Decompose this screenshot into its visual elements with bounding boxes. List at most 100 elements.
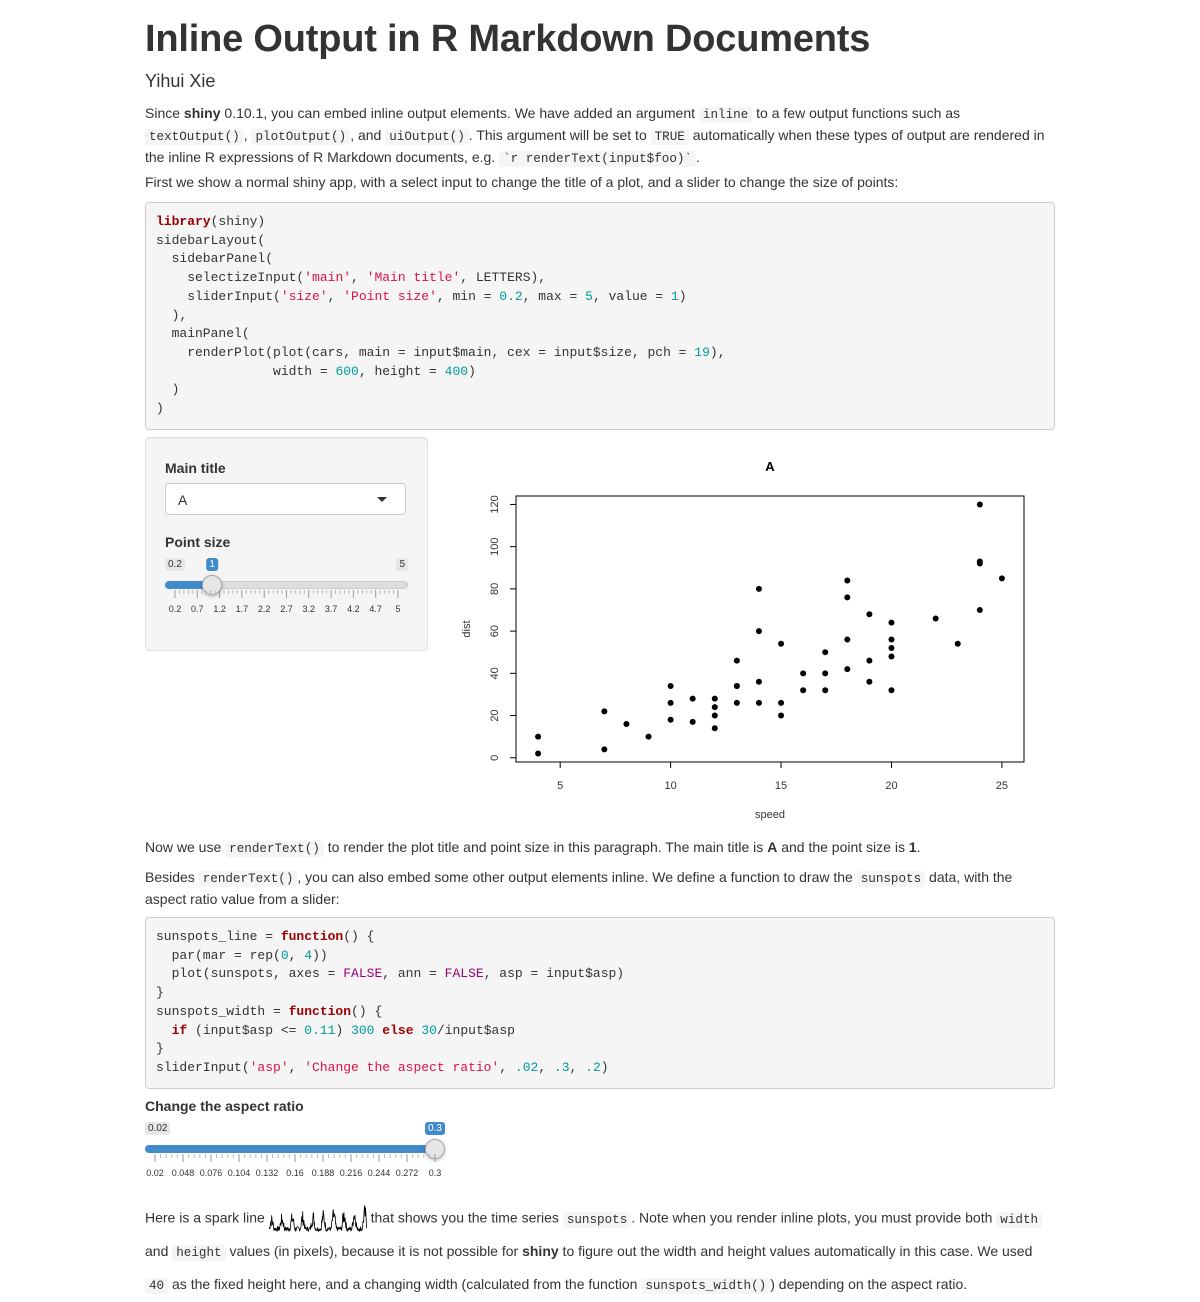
data-point — [645, 733, 652, 740]
data-point — [866, 611, 873, 618]
data-point — [976, 558, 983, 565]
y-tick-label: 80 — [489, 583, 501, 595]
data-point — [998, 575, 1005, 582]
data-point — [844, 594, 851, 601]
cars-scatter-plot: A 5 10 15 20 25 0 20 40 60 80 100 120 speed dist — [461, 459, 1025, 821]
data-point — [755, 628, 762, 635]
data-point — [888, 636, 895, 643]
slider-tick-label: 0.188 — [311, 1168, 335, 1178]
data-point — [711, 704, 718, 711]
data-point — [932, 615, 939, 622]
data-point — [888, 619, 895, 626]
data-point — [844, 577, 851, 584]
slider-tick-label: 0.02 — [146, 1168, 164, 1178]
sidebar-panel: Main title A Point size 0.2 5 1 0.2 0.7 1.… — [145, 437, 428, 651]
slider-min-label: 0.2 — [165, 558, 185, 571]
app-intro-paragraph: First we show a normal shiny app, with a… — [145, 174, 899, 190]
data-point — [689, 695, 696, 702]
slider-tick-label: 2.7 — [280, 604, 293, 614]
data-point — [778, 712, 785, 719]
data-point — [844, 666, 851, 673]
slider-grid — [174, 590, 399, 598]
data-point — [667, 683, 674, 689]
author: Yihui Xie — [145, 71, 216, 91]
slider-tick-label: 0.16 — [286, 1168, 304, 1178]
sunspots-spark-line — [268, 1205, 367, 1233]
slider-tick-label: 5 — [395, 604, 401, 614]
x-tick-label: 20 — [885, 780, 897, 792]
y-tick-label: 60 — [489, 625, 501, 637]
slider-tick-label: 2.2 — [257, 604, 271, 614]
data-point — [844, 636, 851, 643]
slider-tick-label: 1.7 — [235, 604, 249, 614]
slider-tick-label: 0.076 — [199, 1168, 223, 1178]
slider-value-label: 1 — [206, 558, 218, 571]
slider-tick-label: 1.2 — [213, 604, 226, 614]
data-point — [601, 708, 608, 715]
slider-tick-label: 3.7 — [324, 604, 338, 614]
data-point — [976, 607, 983, 613]
data-point — [711, 712, 718, 719]
inline-size-output: 1 — [908, 839, 917, 855]
slider-tick-label: 0.2 — [168, 604, 182, 614]
slider-tick-label: 0.132 — [255, 1168, 279, 1178]
x-tick-label: 15 — [775, 780, 787, 792]
y-tick-label: 20 — [489, 709, 501, 721]
data-point — [800, 687, 807, 694]
code-block-app: library(shiny) sidebarLayout( sidebarPan… — [145, 202, 1055, 430]
data-point — [667, 716, 674, 723]
data-point — [800, 670, 807, 677]
slider-min-label: 0.02 — [145, 1122, 171, 1135]
data-point — [888, 645, 895, 651]
data-point — [755, 699, 762, 706]
slider-tick-label: 4.7 — [369, 604, 382, 614]
point-size-slider[interactable]: 0.2 5 1 0.2 0.7 1.2 1.7 2.2 2.7 3.2 3.7 4.2 4.7 5 — [165, 558, 408, 618]
render-text-paragraph: Now we use renderText() to render the pl… — [145, 839, 921, 857]
slider-tick-label: 3.2 — [302, 604, 316, 614]
data-point — [866, 657, 873, 664]
data-point — [623, 721, 630, 727]
data-point — [601, 746, 608, 753]
data-point — [976, 501, 983, 508]
data-point — [888, 687, 895, 694]
main-title-value: A — [178, 492, 188, 508]
data-point — [689, 718, 696, 725]
slider-bar — [145, 1145, 435, 1153]
x-tick-label: 10 — [664, 780, 676, 792]
intro-paragraph: Since shiny 0.10.1, you can embed inline… — [145, 105, 1045, 167]
page-title: Inline Output in R Markdown Documents — [145, 18, 871, 60]
x-axis-label: speed — [755, 809, 785, 821]
slider-grid — [154, 1154, 436, 1162]
y-tick-label: 0 — [489, 755, 501, 761]
main-title-select[interactable]: A — [165, 483, 406, 515]
slider-tick-label: 4.2 — [347, 604, 360, 614]
data-point — [954, 640, 961, 647]
x-tick-label: 25 — [996, 780, 1008, 792]
slider-tick-label: 0.216 — [339, 1168, 363, 1178]
slider-tick-label: 0.7 — [191, 604, 204, 614]
data-point — [778, 640, 785, 647]
data-point — [822, 687, 829, 694]
slider-tick-label: 0.3 — [428, 1168, 442, 1178]
slider-value-label: 0.3 — [425, 1122, 445, 1135]
code-block-sunspots: sunspots_line = function() { par(mar = r… — [145, 917, 1055, 1089]
data-point — [535, 733, 542, 740]
data-point — [711, 695, 718, 702]
data-point — [888, 653, 895, 660]
plot-frame — [515, 495, 1025, 763]
data-point — [778, 699, 785, 706]
slider-tick-label: 0.272 — [395, 1168, 419, 1178]
data-point — [822, 670, 829, 677]
main-title-label: Main title — [165, 460, 226, 476]
data-point — [755, 585, 762, 592]
x-tick-label: 5 — [557, 780, 563, 792]
y-axis-label: dist — [461, 620, 473, 637]
slider-handle[interactable] — [202, 575, 223, 595]
data-point — [866, 678, 873, 685]
aspect-ratio-slider[interactable]: 0.02 0.3 0.02 0.048 0.076 0.104 0.132 0.16 0.1… — [145, 1122, 445, 1182]
y-tick-label: 120 — [489, 495, 501, 513]
inline-title-output: A — [767, 839, 778, 855]
slider-bar — [165, 581, 213, 589]
data-point — [733, 683, 740, 689]
data-point — [711, 725, 718, 732]
